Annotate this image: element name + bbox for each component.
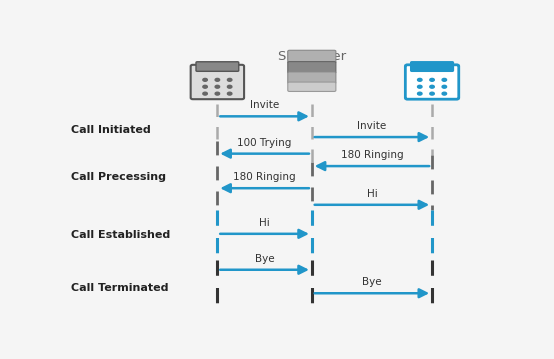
- Circle shape: [228, 92, 232, 95]
- Text: Invite: Invite: [357, 121, 387, 131]
- Text: Bye: Bye: [255, 254, 274, 264]
- FancyBboxPatch shape: [196, 62, 239, 71]
- Circle shape: [203, 92, 207, 95]
- Circle shape: [203, 85, 207, 88]
- FancyBboxPatch shape: [288, 50, 336, 63]
- Text: Invite: Invite: [250, 100, 279, 110]
- Text: Call Precessing: Call Precessing: [71, 172, 166, 182]
- Circle shape: [215, 85, 219, 88]
- Text: Bye: Bye: [362, 277, 382, 287]
- Circle shape: [442, 92, 447, 95]
- Circle shape: [215, 92, 219, 95]
- FancyBboxPatch shape: [288, 82, 336, 92]
- FancyBboxPatch shape: [191, 65, 244, 99]
- Text: 180 Ringing: 180 Ringing: [341, 150, 403, 160]
- Text: Call Terminated: Call Terminated: [71, 283, 169, 293]
- Text: 180 Ringing: 180 Ringing: [233, 172, 296, 182]
- Circle shape: [430, 92, 434, 95]
- Circle shape: [418, 78, 422, 81]
- FancyBboxPatch shape: [411, 62, 453, 71]
- Circle shape: [418, 92, 422, 95]
- Circle shape: [442, 78, 447, 81]
- Text: Hi: Hi: [259, 218, 270, 228]
- Circle shape: [228, 85, 232, 88]
- FancyBboxPatch shape: [406, 65, 459, 99]
- Circle shape: [418, 85, 422, 88]
- Text: Call Established: Call Established: [71, 230, 171, 240]
- Circle shape: [430, 78, 434, 81]
- Circle shape: [203, 78, 207, 81]
- Text: 100 Trying: 100 Trying: [238, 137, 292, 148]
- Circle shape: [442, 85, 447, 88]
- Circle shape: [430, 85, 434, 88]
- Circle shape: [215, 78, 219, 81]
- FancyBboxPatch shape: [288, 62, 336, 73]
- Text: Hi: Hi: [367, 189, 377, 199]
- Text: Call Initiated: Call Initiated: [71, 125, 151, 135]
- FancyBboxPatch shape: [288, 72, 336, 83]
- Circle shape: [228, 78, 232, 81]
- Text: SIP Server: SIP Server: [278, 50, 346, 63]
